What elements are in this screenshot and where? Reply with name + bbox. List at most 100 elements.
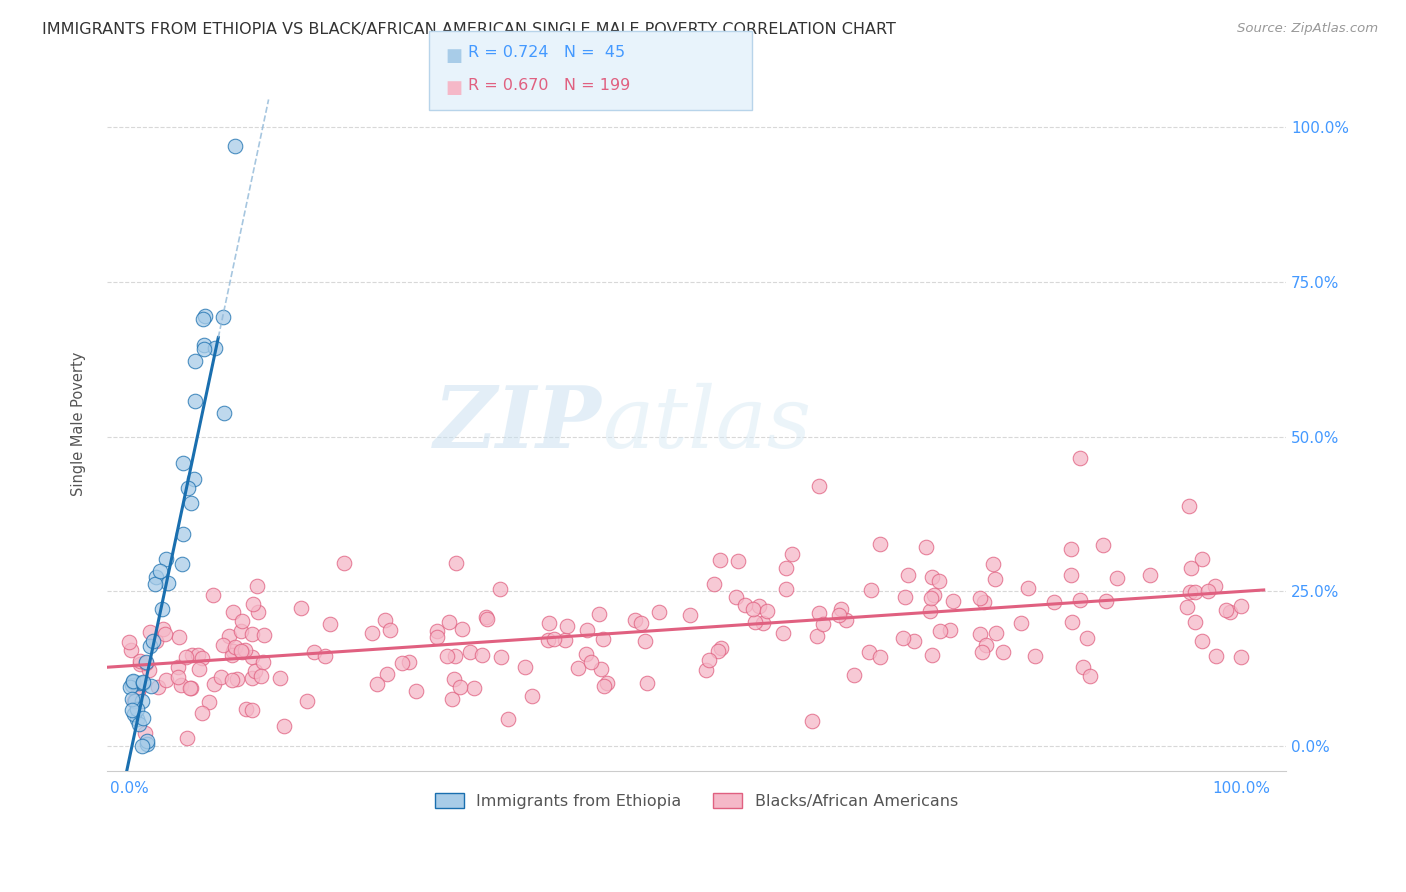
Point	[496, 712, 519, 726]
Point	[121, 703, 143, 717]
Point	[1010, 616, 1032, 631]
Point	[170, 678, 193, 692]
Text: ■: ■	[446, 79, 463, 97]
Point	[918, 604, 941, 618]
Point	[592, 632, 614, 646]
Point	[405, 683, 427, 698]
Point	[440, 692, 463, 706]
Point	[209, 670, 232, 684]
Point	[1105, 571, 1128, 585]
Point	[229, 644, 252, 658]
Point	[436, 648, 458, 663]
Point	[426, 624, 449, 638]
Point	[981, 558, 1004, 572]
Point	[138, 663, 160, 677]
Point	[224, 138, 246, 153]
Point	[193, 342, 215, 356]
Point	[391, 656, 413, 670]
Point	[172, 557, 194, 571]
Point	[828, 608, 851, 623]
Point	[240, 626, 263, 640]
Point	[128, 655, 150, 669]
Point	[224, 640, 246, 654]
Point	[218, 629, 240, 643]
Point	[477, 612, 499, 626]
Point	[139, 624, 162, 639]
Point	[374, 613, 396, 627]
Point	[125, 702, 148, 716]
Y-axis label: Single Male Poverty: Single Male Poverty	[72, 352, 86, 497]
Point	[132, 675, 155, 690]
Point	[143, 576, 166, 591]
Point	[939, 624, 962, 638]
Point	[984, 573, 1007, 587]
Point	[522, 689, 544, 703]
Point	[180, 681, 202, 695]
Point	[167, 669, 190, 683]
Point	[1191, 634, 1213, 648]
Point	[426, 630, 449, 644]
Point	[1204, 579, 1226, 593]
Point	[775, 560, 797, 574]
Point	[444, 556, 467, 570]
Point	[974, 638, 997, 652]
Point	[128, 717, 150, 731]
Point	[537, 633, 560, 648]
Point	[458, 645, 481, 659]
Point	[703, 576, 725, 591]
Point	[970, 645, 993, 659]
Point	[188, 662, 211, 676]
Point	[903, 633, 925, 648]
Point	[591, 662, 613, 676]
Point	[555, 619, 578, 633]
Point	[741, 602, 763, 616]
Point	[290, 601, 312, 615]
Point	[780, 547, 803, 561]
Point	[727, 553, 749, 567]
Point	[450, 622, 472, 636]
Point	[121, 675, 143, 690]
Point	[235, 702, 257, 716]
Point	[319, 617, 342, 632]
Point	[1017, 581, 1039, 595]
Point	[233, 643, 256, 657]
Point	[842, 667, 865, 681]
Point	[184, 394, 207, 409]
Point	[858, 645, 880, 659]
Point	[118, 680, 141, 694]
Point	[1184, 615, 1206, 629]
Point	[709, 553, 731, 567]
Point	[1229, 599, 1251, 613]
Point	[366, 677, 388, 691]
Point	[1073, 659, 1095, 673]
Point	[252, 655, 274, 669]
Point	[1078, 669, 1101, 683]
Point	[132, 710, 155, 724]
Point	[634, 634, 657, 648]
Point	[131, 694, 153, 708]
Point	[439, 615, 461, 629]
Point	[152, 622, 174, 636]
Point	[1184, 585, 1206, 599]
Point	[398, 655, 420, 669]
Point	[211, 638, 233, 652]
Point	[131, 739, 153, 753]
Point	[1060, 541, 1083, 556]
Point	[894, 591, 917, 605]
Point	[444, 648, 467, 663]
Point	[240, 671, 263, 685]
Point	[148, 680, 170, 694]
Point	[744, 615, 766, 629]
Point	[1229, 649, 1251, 664]
Point	[928, 574, 950, 588]
Point	[1043, 595, 1066, 609]
Point	[695, 663, 717, 677]
Point	[120, 643, 142, 657]
Point	[869, 649, 891, 664]
Point	[145, 570, 167, 584]
Point	[231, 645, 253, 659]
Point	[201, 588, 224, 602]
Point	[181, 648, 204, 662]
Point	[222, 644, 245, 658]
Point	[135, 656, 157, 670]
